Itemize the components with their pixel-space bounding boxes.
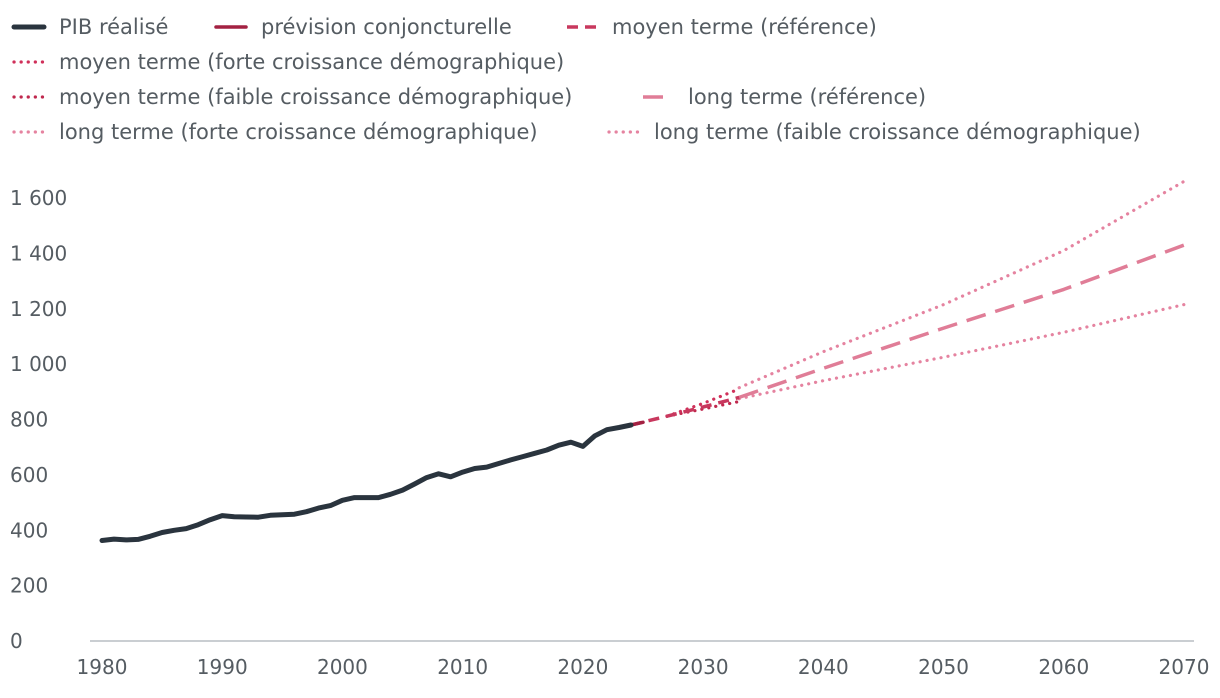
legend-label: moyen terme (faible croissance démograph… bbox=[59, 85, 572, 109]
legend-label: moyen terme (forte croissance démographi… bbox=[59, 50, 564, 74]
x-tick-label: 2060 bbox=[1038, 655, 1089, 679]
y-tick-label: 200 bbox=[10, 574, 48, 598]
y-tick-label: 1 400 bbox=[10, 241, 67, 265]
x-tick-label: 2020 bbox=[557, 655, 608, 679]
x-tick-label: 2050 bbox=[918, 655, 969, 679]
legend-label: moyen terme (référence) bbox=[612, 15, 877, 39]
legend-item-long-terme-reference: long terme (référence) bbox=[643, 85, 926, 109]
legend-label: long terme (forte croissance démographiq… bbox=[59, 120, 538, 144]
x-tick-label: 1990 bbox=[197, 655, 248, 679]
legend-label: long terme (référence) bbox=[688, 85, 926, 109]
y-axis: 0 200 400 600 800 1 000 1 200 1 400 1 600 bbox=[10, 186, 67, 653]
y-tick-label: 800 bbox=[10, 408, 48, 432]
legend-item-moyen-terme-faible-croissance-demographique: moyen terme (faible croissance démograph… bbox=[12, 85, 572, 109]
legend-item-long-terme-faible-croissance-demographique: long terme (faible croissance démographi… bbox=[607, 120, 1141, 144]
legend-label: long terme (faible croissance démographi… bbox=[654, 120, 1141, 144]
legend-item-moyen-terme-forte-croissance-demographique: moyen terme (forte croissance démographi… bbox=[12, 50, 564, 74]
x-tick-label: 2070 bbox=[1159, 655, 1210, 679]
y-tick-label: 1 000 bbox=[10, 352, 67, 376]
x-tick-label: 2000 bbox=[317, 655, 368, 679]
x-tick-label: 2040 bbox=[798, 655, 849, 679]
x-tick-label: 2010 bbox=[437, 655, 488, 679]
series-line-long-terme-faible-croissance-demographique bbox=[737, 303, 1186, 401]
x-tick-label: 1980 bbox=[77, 655, 128, 679]
legend-item-pib-realise: PIB réalisé bbox=[11, 15, 168, 39]
x-tick-label: 2030 bbox=[678, 655, 729, 679]
series-line-moyen-terme-forte-croissance-demographique bbox=[665, 387, 741, 418]
y-tick-label: 600 bbox=[10, 463, 48, 487]
y-tick-label: 1 600 bbox=[10, 186, 67, 210]
legend: PIB réalisé prévision conjoncturelle moyen… bbox=[11, 15, 1141, 144]
legend-label: prévision conjoncturelle bbox=[261, 15, 512, 39]
legend-item-prevision-conjoncturelle: prévision conjoncturelle bbox=[214, 15, 512, 39]
series-line-pib-realise bbox=[99, 422, 634, 543]
x-axis: 1980 1990 2000 2010 2020 2030 2040 2050 2060 2070 bbox=[77, 640, 1210, 679]
legend-label: PIB réalisé bbox=[59, 15, 168, 39]
y-tick-label: 1 200 bbox=[10, 297, 67, 321]
y-tick-label: 400 bbox=[10, 518, 48, 542]
series-line-long-terme-reference bbox=[738, 243, 1185, 400]
series-line-long-terme-forte-croissance-demographique bbox=[737, 179, 1186, 390]
legend-item-long-terme-forte-croissance-demographique: long terme (forte croissance démographiq… bbox=[12, 120, 538, 144]
y-tick-label: 0 bbox=[10, 629, 23, 653]
series-line-moyen-terme-reference bbox=[630, 395, 740, 427]
legend-item-moyen-terme-reference: moyen terme (référence) bbox=[567, 15, 877, 39]
plot-area bbox=[99, 179, 1186, 543]
series-line-moyen-terme-faible-croissance-demographique bbox=[665, 399, 741, 418]
